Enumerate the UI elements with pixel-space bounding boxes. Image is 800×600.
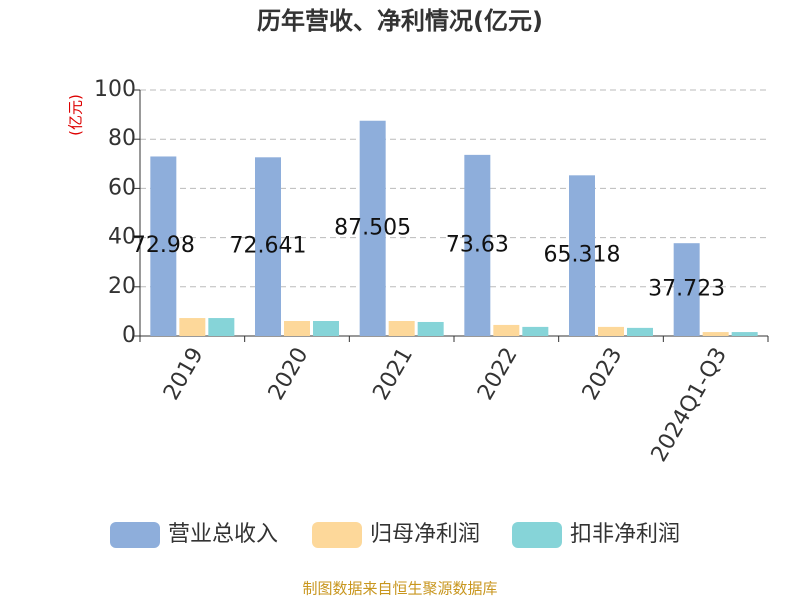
value-label: 65.318 bbox=[544, 243, 621, 268]
y-axis-label: (亿元) bbox=[67, 94, 85, 136]
x-tick-label: 2023 bbox=[578, 344, 628, 405]
source-note: 制图数据来自恒生聚源数据库 bbox=[302, 580, 497, 598]
bar bbox=[464, 154, 491, 336]
bar bbox=[702, 332, 729, 336]
y-tick-label: 0 bbox=[122, 323, 136, 348]
y-tick-label: 20 bbox=[108, 274, 136, 299]
chart-title: 历年营收、净利情况(亿元) bbox=[257, 7, 543, 35]
legend-swatch bbox=[512, 522, 562, 548]
value-label: 37.723 bbox=[648, 277, 725, 302]
y-tick-label: 40 bbox=[108, 225, 136, 250]
bar bbox=[208, 318, 235, 336]
bar bbox=[731, 332, 758, 336]
value-label: 72.641 bbox=[230, 234, 307, 259]
value-label: 87.505 bbox=[334, 215, 411, 240]
bar bbox=[569, 175, 595, 336]
bar bbox=[417, 321, 444, 336]
legend-swatch bbox=[312, 522, 362, 548]
bar bbox=[313, 320, 339, 336]
x-tick-label: 2021 bbox=[368, 344, 418, 405]
bar bbox=[627, 327, 653, 336]
x-tick-label: 2024Q1-Q3 bbox=[647, 344, 732, 467]
bar bbox=[493, 324, 520, 336]
x-tick-label: 2022 bbox=[473, 344, 523, 405]
y-tick-label: 100 bbox=[94, 77, 136, 102]
x-tick-label: 2020 bbox=[264, 344, 314, 405]
x-tick-label: 2019 bbox=[159, 344, 209, 405]
legend-label: 扣非净利润 bbox=[570, 522, 680, 547]
bar bbox=[388, 320, 415, 336]
value-label: 72.98 bbox=[132, 233, 195, 258]
y-tick-label: 80 bbox=[108, 126, 136, 151]
value-label: 73.63 bbox=[446, 232, 509, 257]
bar bbox=[179, 318, 206, 336]
bar bbox=[359, 120, 386, 336]
y-tick-label: 60 bbox=[108, 175, 136, 200]
bar bbox=[598, 326, 624, 336]
bar bbox=[284, 320, 310, 336]
bar bbox=[255, 157, 281, 336]
bar bbox=[150, 156, 177, 336]
bar bbox=[673, 243, 700, 336]
bar bbox=[522, 326, 549, 336]
legend-swatch bbox=[110, 522, 160, 548]
legend-label: 营业总收入 bbox=[168, 522, 278, 547]
legend-label: 归母净利润 bbox=[370, 522, 480, 547]
